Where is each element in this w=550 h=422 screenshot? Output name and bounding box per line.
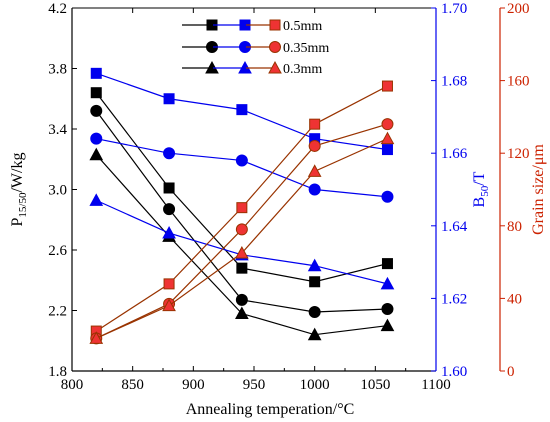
data-point xyxy=(381,118,394,131)
series-P-circle xyxy=(90,104,394,319)
data-point xyxy=(89,193,104,206)
y-left-tick-label: 4.2 xyxy=(48,1,67,17)
data-point xyxy=(90,67,102,79)
data-point xyxy=(309,276,321,288)
x-tick-label: 900 xyxy=(182,377,205,393)
series-layer xyxy=(89,67,395,345)
data-point xyxy=(163,147,176,160)
series-P-square xyxy=(90,87,393,288)
data-point xyxy=(380,276,395,290)
y-left-tick-label: 3.0 xyxy=(48,183,67,199)
data-point xyxy=(380,131,395,145)
data-point xyxy=(381,80,393,92)
y-left-axis-title: P15/50/W/kg xyxy=(9,153,29,227)
data-point xyxy=(235,223,248,236)
data-point xyxy=(163,278,175,290)
legend-marker xyxy=(269,19,281,31)
data-point xyxy=(90,132,103,145)
series-G-square xyxy=(90,80,393,337)
y-left-tick-label: 3.4 xyxy=(48,122,67,138)
x-axis-title: Annealing temperation/°C xyxy=(186,401,355,418)
legend-item: 0.5mm xyxy=(182,19,322,34)
y-right-tick-label: 120 xyxy=(507,146,530,162)
x-tick-label: 800 xyxy=(61,377,84,393)
x-tick-label: 850 xyxy=(121,377,144,393)
data-point xyxy=(381,258,393,270)
data-point xyxy=(381,144,393,156)
y-middle-tick-label: 1.64 xyxy=(441,219,468,235)
y-right-tick-label: 160 xyxy=(507,74,530,90)
data-point xyxy=(89,147,104,161)
data-point xyxy=(381,190,394,203)
data-point xyxy=(309,118,321,130)
data-point xyxy=(308,139,321,152)
data-point xyxy=(235,154,248,167)
y-axis-right: 0 40 80 120 160 200 Grain size/μm xyxy=(499,1,547,380)
series-B-circle xyxy=(90,132,394,203)
data-point xyxy=(235,293,248,306)
y-middle-tick-label: 1.70 xyxy=(441,1,467,17)
data-point xyxy=(235,245,249,259)
x-tick-label: 1050 xyxy=(360,377,390,393)
y-left-tick-label: 2.2 xyxy=(48,304,67,320)
y-middle-tick-label: 1.66 xyxy=(441,146,468,162)
series-line xyxy=(96,138,388,198)
data-point xyxy=(307,258,322,272)
data-point xyxy=(308,183,321,196)
data-point xyxy=(235,306,249,320)
x-tick-label: 950 xyxy=(243,377,266,393)
legend-marker xyxy=(268,60,282,74)
y-middle-tick-label: 1.68 xyxy=(441,74,467,90)
data-point xyxy=(236,202,248,214)
data-point xyxy=(307,164,322,177)
series-G-triangle xyxy=(89,131,395,344)
y-left-tick-label: 3.8 xyxy=(48,62,67,78)
y-left-tick-label: 2.6 xyxy=(48,243,67,259)
y-middle-axis-title: B50/T xyxy=(471,171,491,207)
data-point xyxy=(90,104,103,117)
data-point xyxy=(162,226,176,239)
y-middle-tick-label: 1.60 xyxy=(441,364,467,380)
legend-item: 0.3mm xyxy=(182,60,322,77)
legend: 0.5mm 0.35mm 0.3mm xyxy=(182,19,329,77)
data-point xyxy=(381,302,394,315)
data-point xyxy=(308,306,321,319)
y-right-tick-label: 200 xyxy=(507,1,530,17)
data-point xyxy=(163,203,176,216)
y-left-tick-label: 1.8 xyxy=(48,364,67,380)
y-right-axis-title: Grain size/μm xyxy=(530,144,547,235)
x-tick-label: 1000 xyxy=(300,377,330,393)
legend-label: 0.3mm xyxy=(283,62,322,77)
y-axis-left: 1.8 2.2 2.6 3.0 3.4 3.8 4.2 P15/50/W/kg xyxy=(9,1,77,380)
legend-item: 0.35mm xyxy=(182,41,329,56)
series-B-square xyxy=(90,67,393,156)
data-point xyxy=(89,331,104,344)
y-right-tick-label: 80 xyxy=(507,219,522,235)
data-point xyxy=(236,104,248,116)
x-axis: 800 850 900 950 1000 1050 1100 xyxy=(61,8,451,393)
data-point xyxy=(380,318,395,332)
legend-label: 0.35mm xyxy=(283,41,329,56)
data-point xyxy=(307,327,322,341)
y-right-tick-label: 40 xyxy=(507,291,522,307)
x-tick-label: 1100 xyxy=(421,377,450,393)
data-point xyxy=(162,298,176,312)
data-point xyxy=(163,93,175,105)
data-point xyxy=(236,262,248,274)
legend-marker xyxy=(269,41,281,53)
y-middle-tick-label: 1.62 xyxy=(441,291,467,307)
data-point xyxy=(163,182,175,194)
data-point xyxy=(90,87,102,99)
y-axis-middle: 1.60 1.62 1.64 1.66 1.68 1.70 B50/T xyxy=(431,1,491,380)
y-right-tick-label: 0 xyxy=(507,364,515,380)
legend-label: 0.5mm xyxy=(283,19,322,34)
